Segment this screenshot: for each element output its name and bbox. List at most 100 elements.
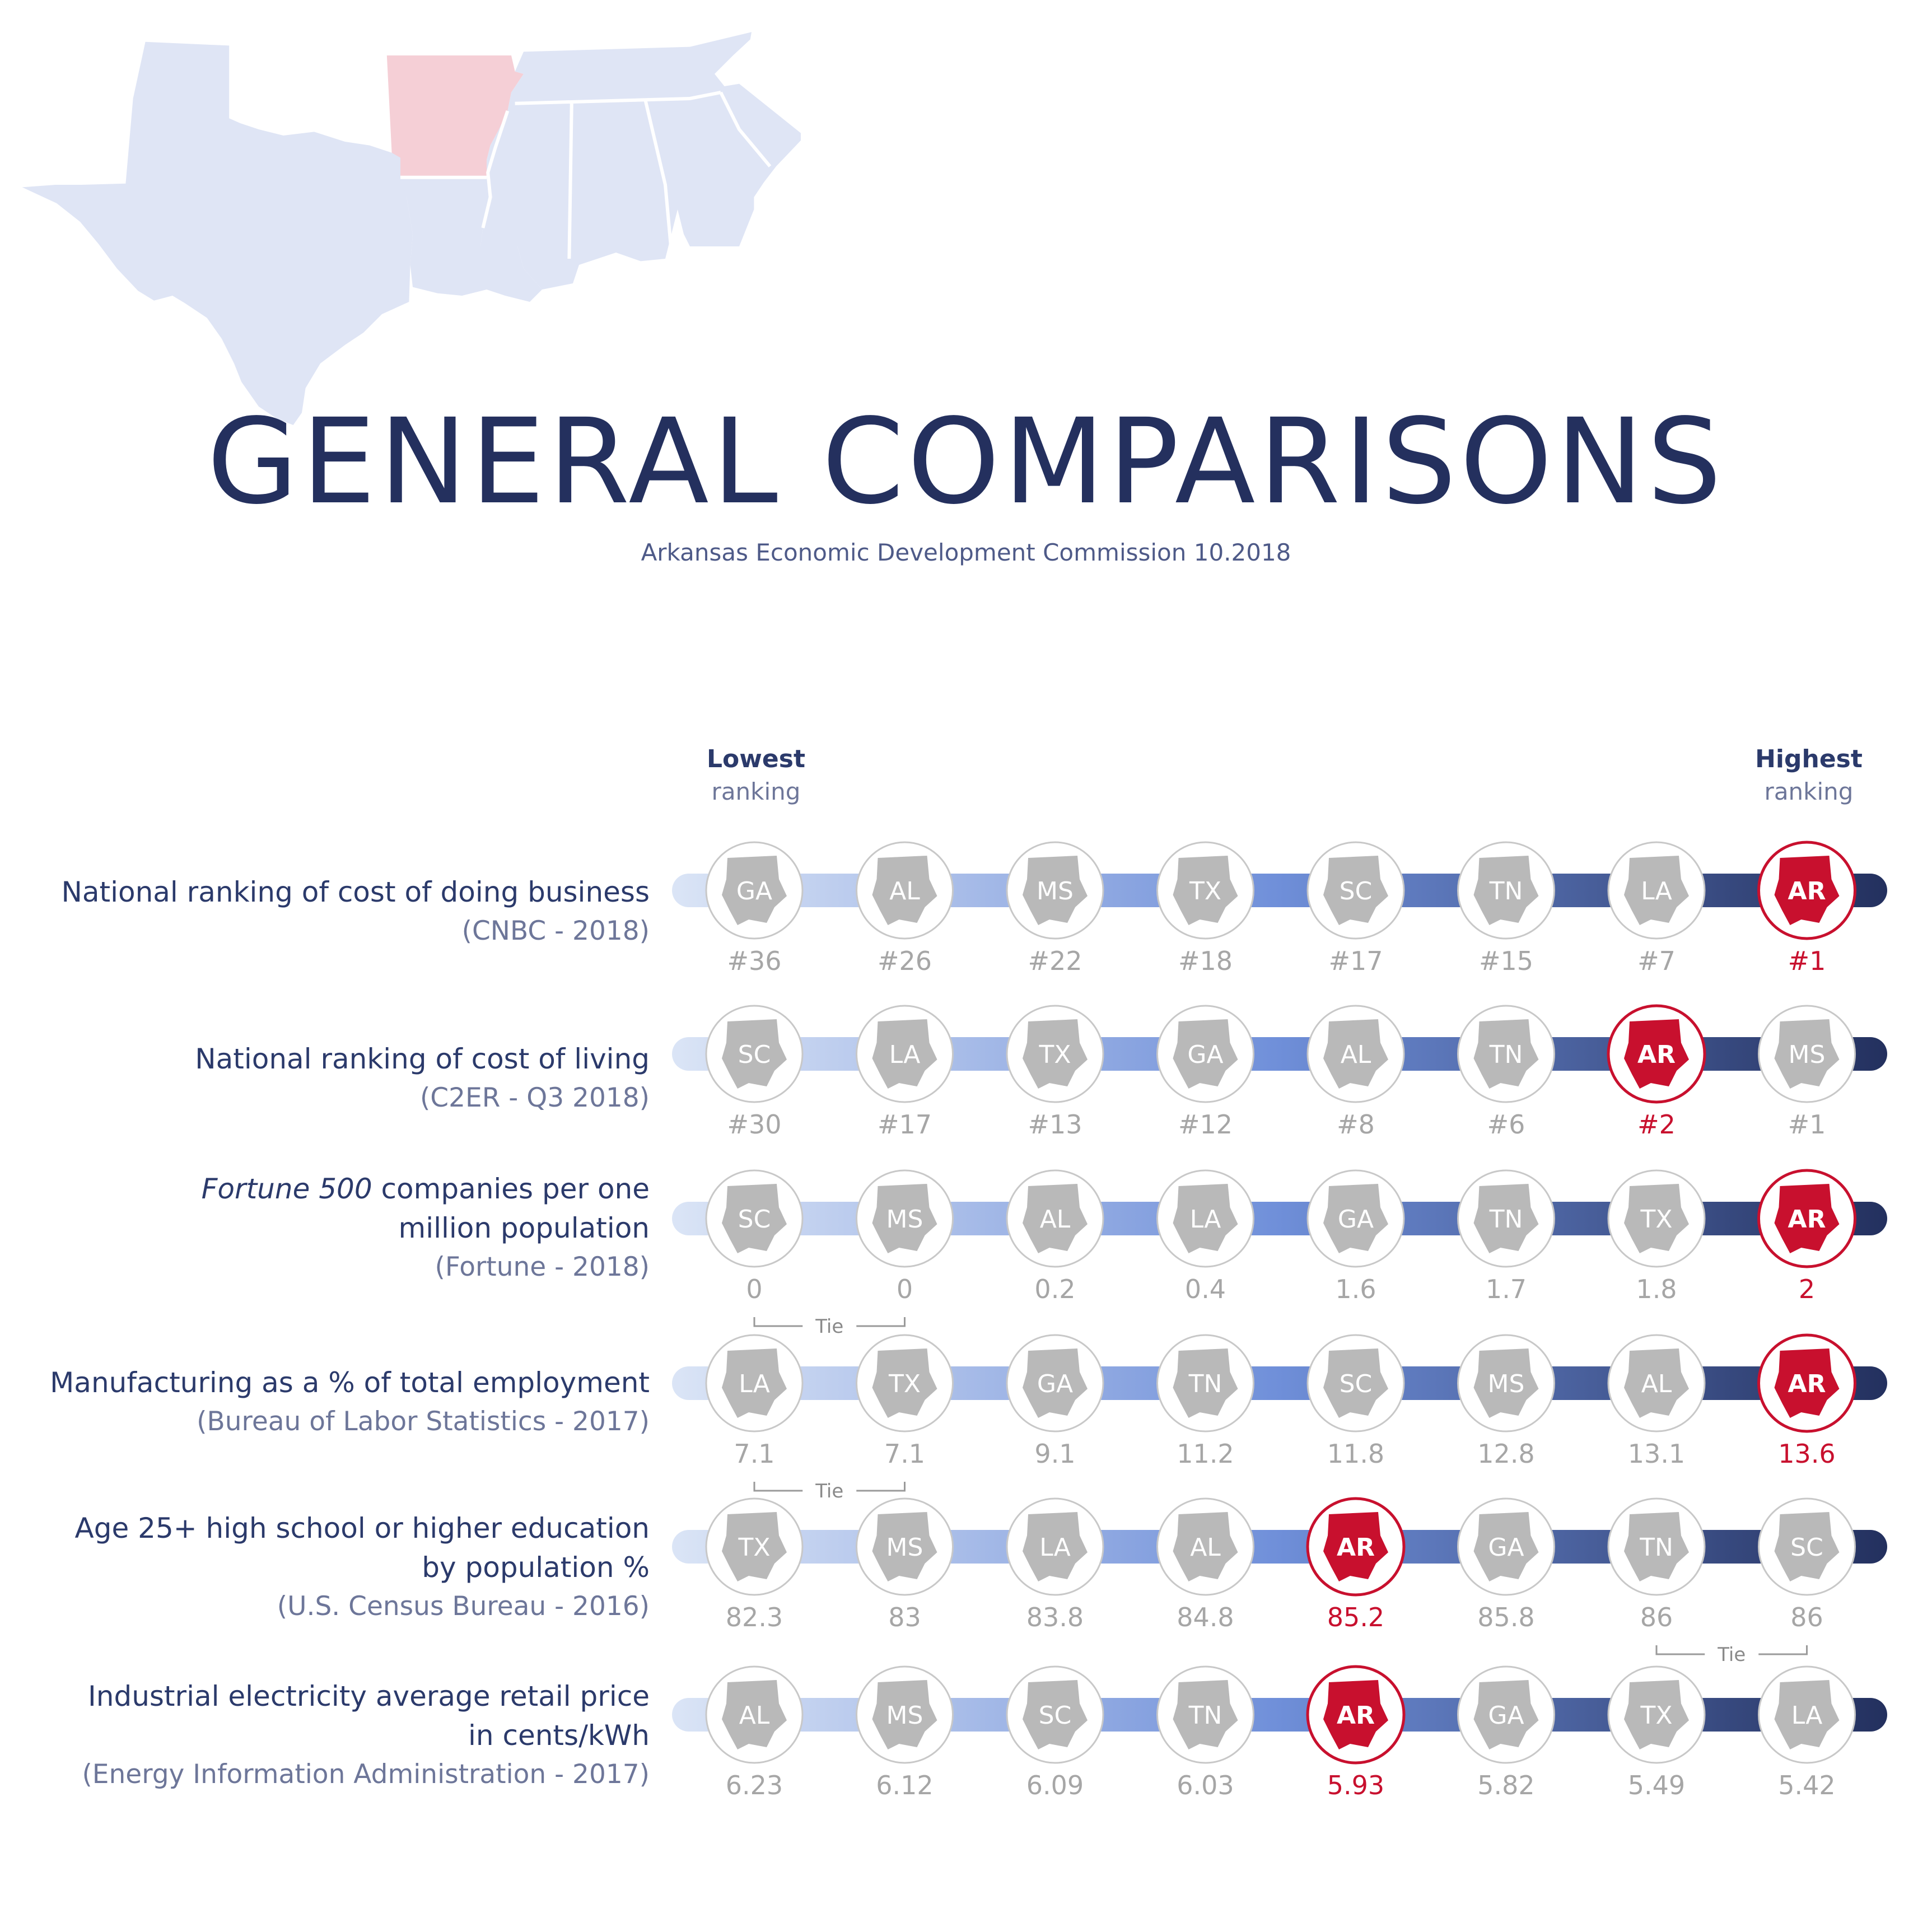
row-3-tie-bracket: Tie — [753, 1315, 906, 1338]
comparison-row-5: TX 82.3 MS 83 LA 83.8 AL 84.8 AR 85.2 GA 85.8 TN 86 SC… — [672, 1497, 1887, 1666]
comparison-row-4: LA 7.1 TX 7.1 GA 9.1 TN 11.2 SC 11.8 MS 12.8 AL 13.1 A… — [672, 1333, 1887, 1502]
state-icon-ms-abbr: MS — [886, 1533, 923, 1562]
state-icon-sc: SC — [722, 1184, 787, 1253]
tie-bracket-right — [1758, 1645, 1808, 1655]
state-icon-ar: AR — [1774, 1184, 1840, 1253]
state-icon-sc-shape — [1323, 856, 1388, 925]
comparison-row-1: GA #36 AL #26 MS #22 TX #18 SC #17 TN #15 LA #7 AR #1 — [672, 841, 1887, 976]
row-6-value-ar: 5.93 — [1327, 1770, 1384, 1800]
row-3-title-line-1: companies per one — [372, 1173, 650, 1205]
state-icon-tx-shape — [1624, 1184, 1689, 1253]
comparison-row-6: AL 6.23 MS 6.12 SC 6.09 TN 6.03 AR 5.93 GA 5.82 TX 5.… — [672, 1665, 1887, 1800]
lowest-label: Lowest — [707, 745, 805, 773]
state-icon-ga: GA — [722, 856, 787, 925]
row-3-title-italic: Fortune 500 — [201, 1173, 372, 1205]
row-2-value-ms: #1 — [1788, 1109, 1826, 1140]
state-icon-ga-abbr: GA — [1488, 1533, 1524, 1562]
state-icon-ms: MS — [872, 1680, 937, 1749]
row-2-title: National ranking of cost of living — [195, 1043, 650, 1075]
state-icon-ga: GA — [1173, 1019, 1238, 1089]
tie-bracket-right — [856, 1317, 906, 1327]
state-icon-la-abbr: LA — [889, 1040, 921, 1069]
state-icon-al-abbr: AL — [739, 1701, 770, 1730]
row-6-gradient-bar — [672, 1698, 1887, 1732]
state-icon-ms-abbr: MS — [1037, 877, 1074, 906]
southeast-states-map-shape — [480, 32, 801, 290]
row-2-value-ga: #12 — [1178, 1109, 1233, 1140]
state-icon-ga-shape — [1173, 1019, 1238, 1089]
state-icon-tx-shape — [722, 1512, 787, 1581]
state-icon-tn: TN — [1473, 856, 1539, 925]
state-icon-ar: AR — [1774, 1348, 1840, 1418]
row-3-value-ga: 1.6 — [1335, 1274, 1376, 1304]
page-title: GENERAL COMPARISONS — [207, 393, 1725, 530]
state-icon-sc-abbr: SC — [1790, 1533, 1823, 1562]
row-5-value-tx: 82.3 — [726, 1602, 783, 1632]
state-icon-tx: TX — [872, 1348, 937, 1418]
state-icon-al-shape — [1173, 1512, 1238, 1581]
row-5-value-la: 83.8 — [1026, 1602, 1084, 1632]
state-icon-ar-abbr: AR — [1337, 1533, 1375, 1562]
state-icon-la-shape — [872, 1019, 937, 1089]
state-border-line-3 — [643, 100, 673, 253]
state-icon-ga: GA — [1473, 1512, 1539, 1581]
row-4-value-tn: 11.2 — [1177, 1439, 1234, 1469]
state-icon-tn-shape — [1473, 856, 1539, 925]
state-icon-ar-abbr: AR — [1788, 1205, 1826, 1234]
state-icon-tx: TX — [1173, 856, 1238, 925]
state-icon-al: AL — [722, 1680, 787, 1749]
row-6-value-al: 6.23 — [726, 1770, 783, 1800]
row-1-value-ga: #36 — [727, 946, 781, 976]
row-3-value-tx: 1.8 — [1636, 1274, 1677, 1304]
row-1-value-al: #26 — [878, 946, 932, 976]
state-icon-ms-shape — [1023, 856, 1088, 925]
state-icon-tn-abbr: TN — [1489, 1040, 1523, 1069]
row-4-value-sc: 11.8 — [1327, 1439, 1384, 1469]
state-icon-sc-shape — [1774, 1512, 1840, 1581]
state-icon-ar-abbr: AR — [1788, 1370, 1826, 1398]
row-4-value-al: 13.1 — [1628, 1439, 1685, 1469]
lowest-sub-label: ranking — [711, 778, 801, 805]
state-icon-ms-shape — [1774, 1019, 1840, 1089]
row-3-gradient-bar — [672, 1202, 1887, 1235]
state-icon-tn: TN — [1173, 1680, 1238, 1749]
state-icon-la-shape — [1624, 856, 1689, 925]
state-icon-tn-shape — [1173, 1348, 1238, 1418]
state-border-line-2 — [567, 103, 573, 259]
state-icon-sc-abbr: SC — [738, 1040, 771, 1069]
state-icon-ga-shape — [1473, 1512, 1539, 1581]
state-icon-al-abbr: AL — [1040, 1205, 1071, 1234]
louisiana-map-shape — [400, 177, 542, 302]
row-2-source: (C2ER - Q3 2018) — [419, 1082, 650, 1113]
row-label-4: Manufacturing as a % of total employment… — [6, 1363, 650, 1441]
state-icon-ga: GA — [1323, 1184, 1388, 1253]
state-icon-sc-abbr: SC — [738, 1205, 771, 1234]
row-5-value-tn: 86 — [1640, 1602, 1673, 1632]
state-icon-sc-abbr: SC — [1340, 877, 1373, 906]
state-icon-ga: GA — [1023, 1348, 1088, 1418]
state-icon-al: AL — [1173, 1512, 1238, 1581]
state-icon-ga-abbr: GA — [1037, 1370, 1073, 1398]
row-5-tie-bracket: Tie — [1655, 1644, 1808, 1666]
row-label-2: National ranking of cost of living (C2ER… — [6, 1039, 650, 1118]
state-icon-ms-abbr: MS — [1789, 1040, 1826, 1069]
row-3-value-ms: 0 — [897, 1274, 913, 1304]
state-border-line-4 — [481, 110, 510, 228]
state-icon-tn-abbr: TN — [1489, 1205, 1523, 1234]
state-border-line-1 — [515, 91, 721, 105]
state-icon-ar-shape — [1774, 1348, 1840, 1418]
state-icon-al: AL — [872, 856, 937, 925]
row-5-value-al: 84.8 — [1177, 1602, 1234, 1632]
row-6-value-tn: 6.03 — [1177, 1770, 1234, 1800]
state-icon-sc-shape — [722, 1184, 787, 1253]
row-4-source: (Bureau of Labor Statistics - 2017) — [197, 1406, 650, 1437]
state-icon-sc-abbr: SC — [1039, 1701, 1072, 1730]
state-icon-la: LA — [872, 1019, 937, 1089]
row-label-1: National ranking of cost of doing busine… — [6, 872, 650, 951]
state-icon-tx: TX — [1624, 1680, 1689, 1749]
row-6-value-la: 5.42 — [1778, 1770, 1835, 1800]
state-icon-ar-abbr: AR — [1337, 1701, 1375, 1730]
state-icon-ar-abbr: AR — [1788, 877, 1826, 906]
state-icon-la-abbr: LA — [1039, 1533, 1071, 1562]
state-icon-ms: MS — [872, 1184, 937, 1253]
